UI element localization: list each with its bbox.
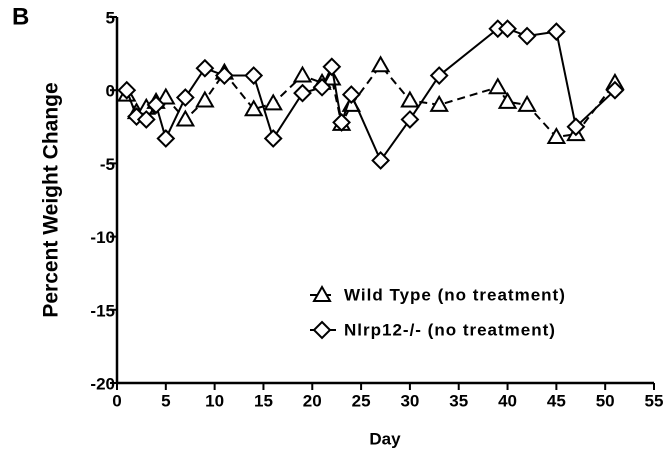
y-tick-label: 0 bbox=[106, 82, 115, 101]
data-point bbox=[195, 58, 215, 78]
legend-marker bbox=[312, 284, 332, 302]
data-point bbox=[243, 99, 264, 117]
series-line bbox=[125, 27, 616, 163]
y-tick-label: -10 bbox=[90, 228, 115, 247]
legend-label: Nlrp12-/- (no treatment) bbox=[344, 320, 556, 339]
x-tick-label: 5 bbox=[161, 391, 170, 410]
x-tick-label: 10 bbox=[205, 391, 224, 410]
data-point bbox=[263, 93, 283, 111]
data-point bbox=[488, 77, 508, 95]
x-axis-label: Day bbox=[369, 429, 401, 448]
data-point bbox=[146, 95, 166, 115]
legend-marker bbox=[312, 320, 332, 340]
data-point bbox=[517, 26, 537, 46]
data-point bbox=[400, 90, 420, 108]
x-tick-label: 50 bbox=[596, 391, 615, 410]
data-point bbox=[136, 110, 156, 129]
x-tick-label: 0 bbox=[112, 391, 121, 410]
data-point bbox=[156, 129, 176, 148]
data-point bbox=[312, 77, 332, 97]
x-tick-label: 20 bbox=[303, 391, 322, 410]
x-tick-label: 40 bbox=[498, 391, 517, 410]
legend-label: Wild Type (no treatment) bbox=[344, 285, 566, 304]
x-tick-label: 30 bbox=[400, 391, 419, 410]
data-point bbox=[117, 80, 137, 100]
data-point bbox=[341, 85, 361, 105]
data-point bbox=[175, 88, 195, 107]
y-tick-label: 5 bbox=[106, 8, 115, 27]
data-point bbox=[214, 66, 234, 85]
data-point bbox=[263, 129, 283, 148]
data-point bbox=[156, 87, 176, 105]
y-axis-label: Percent Weight Change bbox=[40, 82, 63, 317]
x-tick-label: 35 bbox=[449, 391, 468, 410]
data-point bbox=[605, 80, 625, 100]
x-tick-label: 45 bbox=[547, 391, 566, 410]
data-point bbox=[175, 109, 196, 127]
data-point bbox=[370, 55, 391, 73]
x-tick-label: 55 bbox=[645, 391, 664, 410]
data-point bbox=[293, 83, 312, 103]
data-point bbox=[498, 19, 517, 39]
y-tick-label: -5 bbox=[100, 155, 115, 174]
x-tick-label: 25 bbox=[352, 391, 371, 410]
data-point bbox=[517, 94, 537, 112]
data-point bbox=[566, 117, 586, 137]
data-point bbox=[546, 22, 566, 42]
y-tick-label: -15 bbox=[90, 301, 115, 320]
data-point bbox=[400, 110, 420, 129]
panel-label: B bbox=[12, 3, 29, 30]
x-tick-label: 15 bbox=[254, 391, 273, 410]
data-point bbox=[429, 66, 449, 85]
data-point bbox=[497, 91, 518, 109]
data-point bbox=[546, 127, 567, 145]
data-point bbox=[292, 65, 313, 83]
data-point bbox=[195, 90, 215, 108]
data-point bbox=[332, 112, 351, 132]
data-point bbox=[429, 94, 449, 112]
data-point bbox=[371, 151, 391, 170]
y-tick-label: -20 bbox=[90, 374, 115, 393]
data-point bbox=[244, 66, 264, 85]
data-point bbox=[322, 57, 342, 77]
